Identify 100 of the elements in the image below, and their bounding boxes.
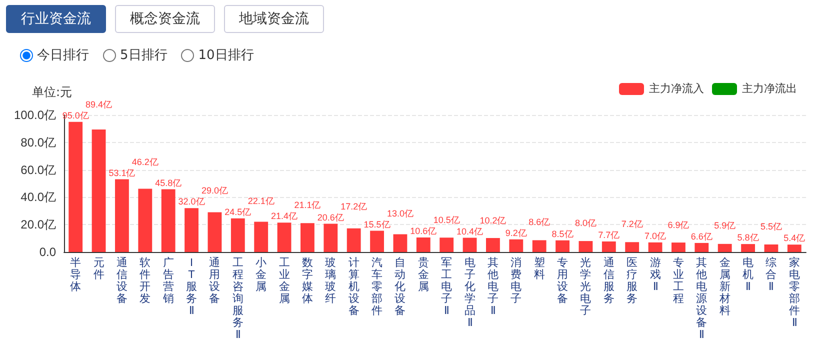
text: 今日排行 xyxy=(37,47,89,64)
bar xyxy=(230,218,245,252)
x-tick-label: 元件 xyxy=(93,257,104,281)
text: 10日排行 xyxy=(198,47,254,64)
x-tick-label: 贵金属 xyxy=(418,256,429,293)
data-label: 5.9亿 xyxy=(714,220,736,230)
y-tick-label: 80.0亿 xyxy=(20,135,56,150)
y-axis-title: 单位:元 xyxy=(32,84,72,101)
x-tick-label: IT服务Ⅱ xyxy=(186,257,198,317)
data-label: 10.6亿 xyxy=(410,226,437,236)
data-label: 9.2亿 xyxy=(505,228,527,238)
data-label: 24.5亿 xyxy=(224,206,252,217)
data-label: 8.5亿 xyxy=(552,228,574,239)
data-label: 8.6亿 xyxy=(528,216,550,227)
bar xyxy=(648,242,662,252)
data-label: 7.2亿 xyxy=(621,218,643,229)
x-tick-label: 半导体 xyxy=(70,256,82,293)
x-tick-label: 光学光电子 xyxy=(580,256,592,317)
data-label: 7.7亿 xyxy=(598,230,620,240)
x-tick-label: 计算机设备 xyxy=(348,256,360,317)
bar xyxy=(416,237,430,252)
data-label: 10.4亿 xyxy=(456,226,484,236)
bar xyxy=(440,238,454,252)
bar xyxy=(486,238,500,252)
x-tick-label: 电子化学品Ⅱ xyxy=(464,256,476,329)
bar xyxy=(161,189,176,252)
bar xyxy=(115,179,129,252)
bar xyxy=(277,222,292,252)
x-tick-label: 金属新材料 xyxy=(718,257,730,317)
data-label: 89.4亿 xyxy=(86,99,112,110)
x-tick-label: 工程咨询服务Ⅱ xyxy=(232,257,244,341)
x-tick-label: 家电零部件Ⅱ xyxy=(788,256,800,329)
x-tick-label: 塑料 xyxy=(534,256,545,281)
data-label: 7.0亿 xyxy=(644,230,666,241)
bar xyxy=(602,241,616,252)
data-label: 5.5亿 xyxy=(760,222,782,232)
data-label: 20.6亿 xyxy=(317,212,344,222)
y-tick-label: 20.0亿 xyxy=(20,218,56,232)
x-tick-label: 自动化设备 xyxy=(394,257,406,317)
data-label: 15.5亿 xyxy=(364,219,390,230)
data-label: 46.2亿 xyxy=(132,156,158,167)
bar xyxy=(741,244,755,252)
data-label: 17.2亿 xyxy=(340,201,368,212)
x-tick-label: 通用设备 xyxy=(209,256,220,305)
data-label: 53.1亿 xyxy=(108,168,136,178)
x-tick-label: 综合Ⅱ xyxy=(766,256,777,293)
bar xyxy=(556,240,570,252)
text: 行业资金流 xyxy=(6,5,106,33)
x-tick-label: 专业工程 xyxy=(672,256,684,305)
x-tick-label: 通信设备 xyxy=(116,256,128,305)
x-tick-label: 其他电子Ⅱ xyxy=(487,256,498,317)
data-label: 45.8亿 xyxy=(155,178,182,188)
y-tick-label: 40.0亿 xyxy=(20,190,56,204)
bar xyxy=(92,130,106,252)
data-label: 5.4亿 xyxy=(784,233,806,244)
x-tick-label: 游戏Ⅱ xyxy=(650,257,661,293)
text: 概念资金流 xyxy=(115,5,215,33)
x-tick-label: 消费电子 xyxy=(510,256,522,305)
bar xyxy=(462,238,477,252)
bar xyxy=(68,122,83,252)
data-label: 10.5亿 xyxy=(433,214,460,225)
x-tick-label: 工业金属 xyxy=(278,257,290,305)
data-label: 21.4亿 xyxy=(271,211,298,222)
data-label: 10.2亿 xyxy=(480,215,506,226)
bar xyxy=(578,241,593,252)
bar xyxy=(393,234,408,252)
data-label: 21.1亿 xyxy=(294,200,321,210)
bar xyxy=(324,224,338,252)
bar xyxy=(532,240,546,252)
data-label: 5.8亿 xyxy=(737,232,759,243)
bar xyxy=(208,212,222,252)
text: 5日排行 xyxy=(120,47,168,64)
x-tick-label: 玻璃玻纤 xyxy=(325,256,336,305)
bar xyxy=(138,188,152,252)
x-tick-label: 汽车零部件 xyxy=(372,257,383,317)
data-label: 95.0亿 xyxy=(62,110,89,120)
x-tick-label: 广告营销 xyxy=(162,256,174,305)
x-tick-label: 软件开发 xyxy=(140,257,151,305)
bar xyxy=(300,223,314,252)
bar xyxy=(254,222,268,252)
data-label: 32.0亿 xyxy=(178,196,205,207)
x-tick-label: 军工电子Ⅱ xyxy=(441,257,452,317)
x-tick-label: 数字媒体 xyxy=(302,257,313,305)
y-tick-label: 100.0亿 xyxy=(14,108,56,122)
legend-label: 主力净流入 xyxy=(649,82,704,95)
y-tick-label: 0.0 xyxy=(39,245,56,259)
bar xyxy=(694,242,709,252)
x-tick-label: 小金属 xyxy=(256,256,267,293)
x-tick-label: 专用设备 xyxy=(557,256,568,305)
y-tick-label: 60.0亿 xyxy=(20,162,56,177)
legend-label: 主力净流出 xyxy=(742,82,797,95)
x-tick-label: 通信服务 xyxy=(603,256,614,305)
bar xyxy=(672,242,686,252)
bar xyxy=(764,244,778,252)
bar xyxy=(370,230,384,252)
data-label: 29.0亿 xyxy=(201,186,228,196)
bar xyxy=(718,244,732,252)
x-tick-label: 其他电源设备Ⅱ xyxy=(696,256,708,341)
bar xyxy=(787,244,802,252)
bar xyxy=(509,239,524,252)
